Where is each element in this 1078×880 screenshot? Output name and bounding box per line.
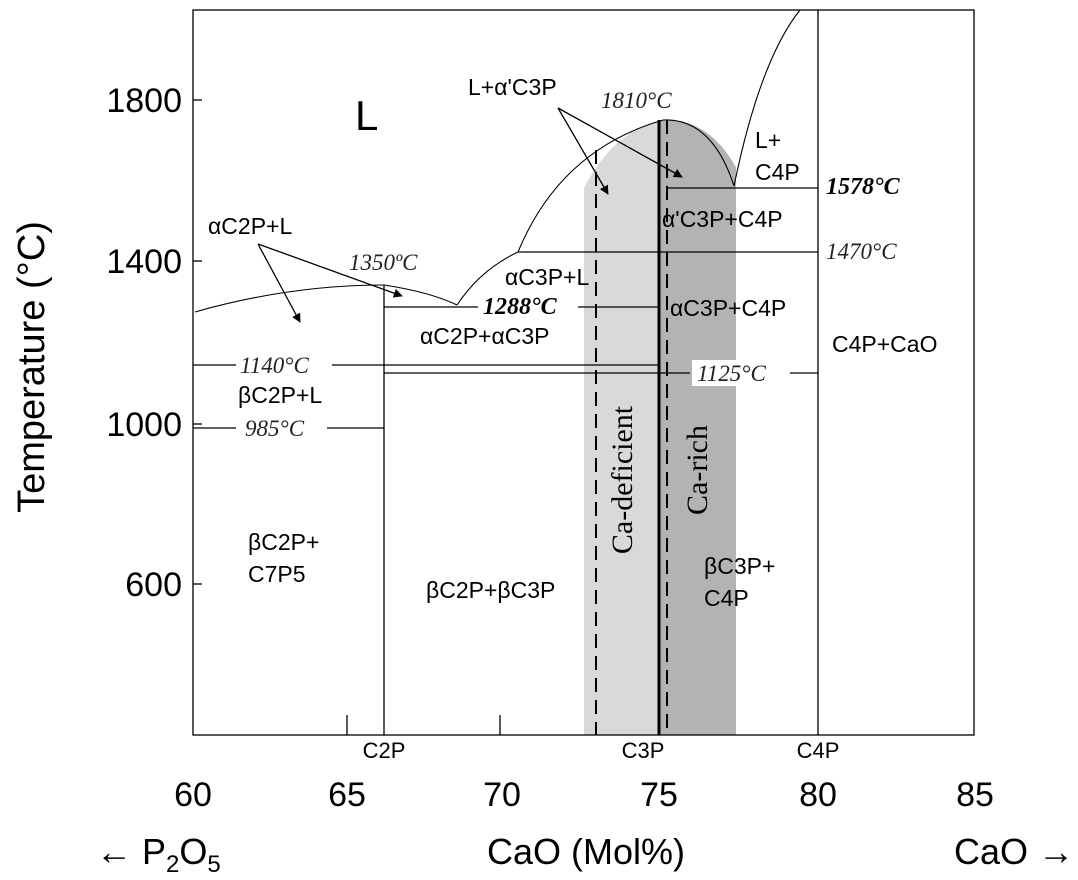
region-C4P-CaO: C4P+CaO bbox=[832, 331, 937, 357]
region-aC2P-L: αC2P+L bbox=[208, 213, 292, 239]
temp-1810: 1810°C bbox=[601, 88, 672, 113]
region-L-C4P-2: C4P bbox=[755, 159, 800, 185]
region-a-C3P-C4P: α'C3P+C4P bbox=[662, 206, 783, 232]
temp-1470: 1470°C bbox=[826, 239, 897, 264]
ytick-label-600: 600 bbox=[125, 566, 182, 604]
liquidus-eutectic-rise bbox=[456, 251, 519, 306]
liquidus-left bbox=[194, 284, 385, 313]
region-bC3P-C4P-1: βC3P+ bbox=[704, 553, 775, 579]
y-axis-label: Temperature (°C) bbox=[11, 221, 53, 513]
ca-rich-band bbox=[659, 118, 736, 735]
region-L: L bbox=[355, 92, 378, 139]
compound-c4p: C4P bbox=[797, 738, 840, 763]
xtick-label-60: 60 bbox=[174, 776, 212, 814]
region-L-C4P-1: L+ bbox=[755, 127, 781, 153]
xtick-label-85: 85 bbox=[956, 776, 994, 814]
xtick-label-80: 80 bbox=[799, 776, 837, 814]
dome-mask bbox=[578, 110, 740, 200]
liquidus-c4p bbox=[733, 9, 801, 187]
compound-c3p: C3P bbox=[622, 738, 665, 763]
arrow-LaC3P-2 bbox=[557, 107, 683, 178]
band-label-rich: Ca-rich bbox=[681, 425, 714, 515]
region-aC3P-C4P: αC3P+C4P bbox=[670, 295, 786, 321]
ytick-label-1400: 1400 bbox=[106, 243, 182, 281]
region-bC2P-L: βC2P+L bbox=[238, 382, 322, 408]
region-aC2P-aC3P: αC2P+αC3P bbox=[420, 323, 550, 349]
region-bC3P-C4P-2: C4P bbox=[704, 585, 749, 611]
liquidus-c3p-right bbox=[662, 119, 735, 187]
t1125-box bbox=[692, 360, 788, 386]
arrow-LaC3P-1 bbox=[557, 107, 609, 195]
xtick-label-65: 65 bbox=[328, 776, 366, 814]
liquidus-c3p-dome bbox=[517, 119, 664, 253]
arrow-aC2P-1 bbox=[257, 243, 301, 323]
arrow-aC2P-2 bbox=[257, 243, 403, 298]
temp-985: 985°C bbox=[245, 416, 305, 441]
temp-1350: 1350ºC bbox=[349, 250, 418, 275]
compound-c2p: C2P bbox=[363, 738, 406, 763]
temp-1125: 1125°C bbox=[697, 361, 766, 386]
x-axis-label: CaO (Mol%) bbox=[487, 831, 685, 872]
region-bC2P-bC3P: βC2P+βC3P bbox=[426, 577, 555, 603]
temp-1288: 1288°C bbox=[483, 294, 558, 320]
p2o5-end-label: ← P2O5 bbox=[96, 831, 221, 878]
region-bC2P-C7P5-1: βC2P+ bbox=[248, 529, 319, 555]
plot-frame bbox=[192, 9, 975, 736]
region-L-aC3P: L+α'C3P bbox=[468, 74, 557, 100]
liquidus-c2p-eutectic bbox=[383, 284, 458, 306]
ytick-label-1000: 1000 bbox=[106, 406, 182, 444]
xtick-label-75: 75 bbox=[640, 776, 678, 814]
p2o5-o: O bbox=[179, 831, 207, 872]
temp-1578: 1578°C bbox=[826, 174, 901, 200]
temp-1140: 1140°C bbox=[240, 353, 309, 378]
cao-end-label: CaO → bbox=[954, 831, 1074, 872]
region-aC3P-L: αC3P+L bbox=[505, 264, 589, 290]
xtick-label-70: 70 bbox=[483, 776, 521, 814]
p2o5-sub-2: 2 bbox=[166, 851, 179, 878]
ytick-label-1800: 1800 bbox=[106, 82, 182, 120]
p2o5-arrow-p: ← P bbox=[96, 831, 166, 872]
p2o5-sub-5: 5 bbox=[207, 851, 220, 878]
region-bC2P-C7P5-2: C7P5 bbox=[248, 561, 306, 587]
band-label-deficient: Ca-deficient bbox=[606, 405, 639, 554]
